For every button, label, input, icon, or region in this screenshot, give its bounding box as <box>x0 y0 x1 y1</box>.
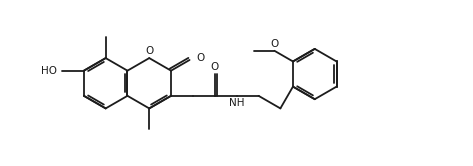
Text: O: O <box>196 53 204 63</box>
Text: O: O <box>145 46 153 56</box>
Text: O: O <box>210 62 219 72</box>
Text: HO: HO <box>42 66 57 76</box>
Text: NH: NH <box>229 98 245 108</box>
Text: O: O <box>270 39 279 49</box>
